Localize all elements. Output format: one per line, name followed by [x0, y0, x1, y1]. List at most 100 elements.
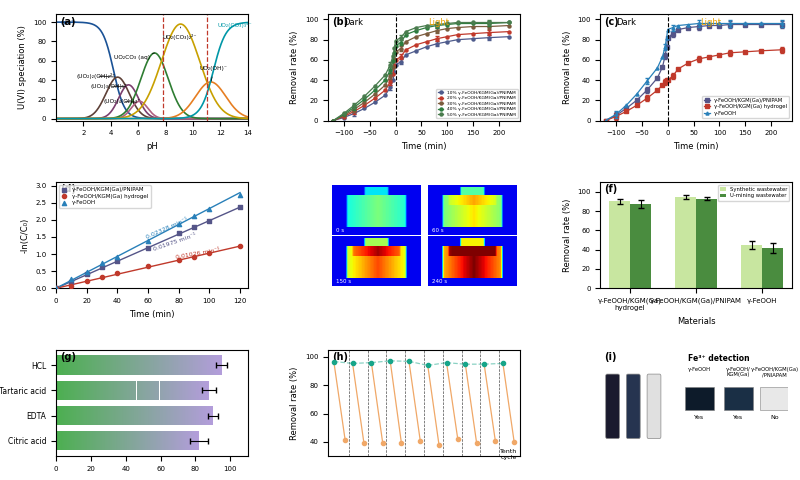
Bar: [211, 355, 213, 374]
Legend: 10% γ-FeOOH/KGM(Ga)/PNIPAM, 20% γ-FeOOH/KGM(Ga)/PNIPAM, 30% γ-FeOOH/KGM(Ga)/PNIP: 10% γ-FeOOH/KGM(Ga)/PNIPAM, 20% γ-FeOOH/…: [436, 89, 518, 119]
X-axis label: Time (min): Time (min): [402, 142, 446, 151]
50% γ-FeOOH/KGM(Ga)/PNIPAM: [370, 84, 379, 89]
10% γ-FeOOH/KGM(Ga)/PNIPAM: [370, 99, 379, 105]
Bar: [133, 355, 134, 374]
30% γ-FeOOH/KGM(Ga)/PNIPAM: [350, 107, 359, 112]
Y-axis label: Removal rate (%): Removal rate (%): [290, 31, 299, 104]
50% γ-FeOOH/KGM(Ga)/PNIPAM: [422, 23, 431, 28]
Bar: [122, 355, 123, 374]
20% γ-FeOOH/KGM(Ga)/PNIPAM: [339, 114, 349, 120]
Bar: [114, 355, 115, 374]
γ-FeOOH/KGM(Ga)/PNIPAM: [756, 22, 766, 27]
γ-FeOOH/KGM(Ga)/PNIPAM: [80, 270, 93, 278]
Bar: [675, 197, 696, 288]
Bar: [128, 355, 129, 374]
Bar: [134, 355, 135, 374]
γ-FeOOH: [668, 24, 678, 30]
Bar: [73, 355, 74, 374]
50% γ-FeOOH/KGM(Ga)/PNIPAM: [469, 20, 478, 25]
Line: 20% γ-FeOOH/KGM(Ga)/PNIPAM: 20% γ-FeOOH/KGM(Ga)/PNIPAM: [332, 30, 511, 122]
Bar: [129, 355, 130, 374]
50% γ-FeOOH/KGM(Ga)/PNIPAM: [401, 29, 410, 35]
Bar: [145, 355, 146, 374]
40% γ-FeOOH/KGM(Ga)/PNIPAM: [401, 32, 410, 37]
γ-FeOOH: [777, 21, 786, 26]
Bar: [216, 355, 217, 374]
γ-FeOOH/KGM(Ga)/PNIPAM: [714, 23, 724, 28]
Bar: [71, 355, 72, 374]
Bar: [90, 355, 91, 374]
Bar: [159, 355, 160, 374]
50% γ-FeOOH/KGM(Ga)/PNIPAM: [360, 94, 370, 99]
Bar: [58, 355, 59, 374]
10% γ-FeOOH/KGM(Ga)/PNIPAM: [390, 62, 400, 68]
Text: Dark: Dark: [616, 18, 636, 26]
50% γ-FeOOH/KGM(Ga)/PNIPAM: [396, 35, 406, 40]
50% γ-FeOOH/KGM(Ga)/PNIPAM: [484, 20, 494, 25]
Bar: [57, 355, 58, 374]
Bar: [115, 355, 117, 374]
10% γ-FeOOH/KGM(Ga)/PNIPAM: [411, 48, 421, 54]
Bar: [56, 355, 57, 374]
γ-FeOOH: [642, 78, 652, 84]
Bar: [194, 355, 195, 374]
Bar: [66, 355, 67, 374]
γ-FeOOH: [725, 21, 734, 26]
Text: (UO₂)₃(OH)₅⁺: (UO₂)₃(OH)₅⁺: [90, 84, 128, 89]
10% γ-FeOOH/KGM(Ga)/PNIPAM: [360, 106, 370, 111]
20% γ-FeOOH/KGM(Ga)/PNIPAM: [411, 42, 421, 48]
30% γ-FeOOH/KGM(Ga)/PNIPAM: [505, 23, 514, 28]
10% γ-FeOOH/KGM(Ga)/PNIPAM: [390, 69, 399, 75]
Line: γ-FeOOH/KGM(Ga)/PNIPAM: γ-FeOOH/KGM(Ga)/PNIPAM: [604, 23, 783, 122]
Bar: [163, 355, 165, 374]
γ-FeOOH/KGM(Ga)/PNIPAM: [683, 24, 693, 30]
Bar: [175, 355, 176, 374]
Bar: [171, 355, 172, 374]
Bar: [208, 355, 209, 374]
γ-FeOOH/KGM(Ga)/PNIPAM: [704, 23, 714, 28]
γ-FeOOH: [714, 21, 724, 26]
Text: (UO₂)₄(OH)₇⁺: (UO₂)₄(OH)₇⁺: [104, 99, 141, 104]
Bar: [98, 355, 99, 374]
γ-FeOOH/KGM(Ga)/PNIPAM: [622, 106, 631, 111]
Bar: [182, 355, 183, 374]
Text: (a): (a): [60, 16, 75, 26]
Bar: [214, 355, 215, 374]
Bar: [200, 355, 201, 374]
γ-FeOOH: [622, 103, 631, 108]
40% γ-FeOOH/KGM(Ga)/PNIPAM: [386, 67, 395, 73]
γ-FeOOH: [756, 21, 766, 26]
Bar: [173, 355, 174, 374]
γ-FeOOH: [234, 191, 246, 199]
Bar: [197, 355, 198, 374]
γ-FeOOH/KGM(Ga)/PNIPAM: [96, 263, 109, 271]
Bar: [83, 355, 84, 374]
Bar: [88, 355, 89, 374]
γ-FeOOH/KGM(Ga)/PNIPAM: [725, 22, 734, 27]
30% γ-FeOOH/KGM(Ga)/PNIPAM: [329, 118, 338, 123]
40% γ-FeOOH/KGM(Ga)/PNIPAM: [339, 112, 349, 118]
Bar: [69, 355, 70, 374]
Bar: [123, 355, 124, 374]
γ-FeOOH/KGM(Ga)/PNIPAM: [234, 203, 246, 211]
Bar: [106, 355, 107, 374]
Bar: [75, 355, 76, 374]
Bar: [79, 355, 80, 374]
Bar: [86, 355, 87, 374]
γ-FeOOH/KGM(Ga) hydrogel: [660, 79, 670, 85]
γ-FeOOH: [172, 220, 185, 228]
20% γ-FeOOH/KGM(Ga)/PNIPAM: [329, 118, 338, 123]
Bar: [150, 355, 151, 374]
γ-FeOOH: [80, 268, 93, 276]
Bar: [72, 355, 73, 374]
γ-FeOOH/KGM(Ga) hydrogel: [611, 114, 621, 120]
50% γ-FeOOH/KGM(Ga)/PNIPAM: [505, 20, 514, 25]
Bar: [149, 355, 150, 374]
Line: 30% γ-FeOOH/KGM(Ga)/PNIPAM: 30% γ-FeOOH/KGM(Ga)/PNIPAM: [332, 24, 511, 122]
Bar: [138, 355, 139, 374]
Bar: [199, 355, 200, 374]
50% γ-FeOOH/KGM(Ga)/PNIPAM: [453, 20, 462, 25]
Text: UO₂(OH)⁻: UO₂(OH)⁻: [200, 66, 228, 81]
Bar: [152, 355, 153, 374]
Text: 0.02328 min⁻¹: 0.02328 min⁻¹: [145, 216, 188, 240]
